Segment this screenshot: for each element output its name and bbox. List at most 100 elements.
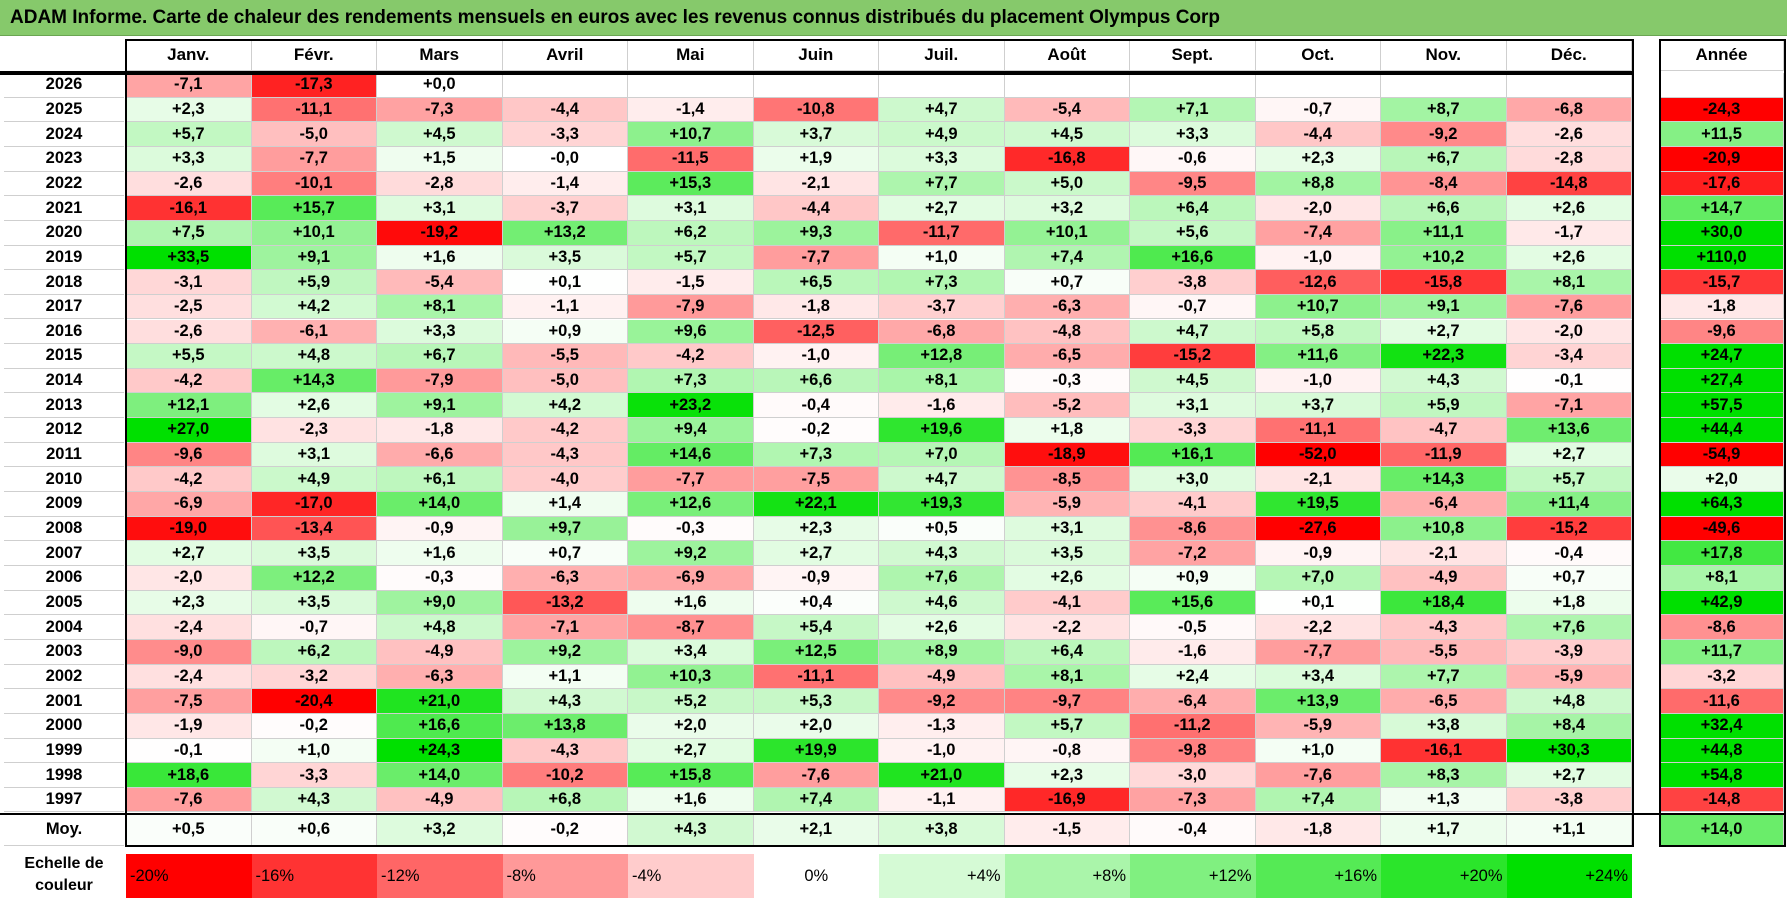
heatmap-cell: +3,1 xyxy=(251,442,377,468)
heatmap-cell: -7,7 xyxy=(753,245,879,271)
heatmap-cell: -7,2 xyxy=(1130,541,1256,566)
heatmap-cell: +1,4 xyxy=(502,492,628,517)
year-label: 2004 xyxy=(4,615,124,640)
year-label: 2017 xyxy=(4,294,124,320)
heatmap-cell: -0,2 xyxy=(753,418,879,443)
heatmap-cell: -5,5 xyxy=(502,344,628,369)
legend-swatch: -8% xyxy=(502,854,628,898)
heatmap-cell: -0,9 xyxy=(377,516,503,542)
legend-swatch: -16% xyxy=(251,854,377,898)
annual-cell: +14,7 xyxy=(1660,196,1784,221)
heatmap-cell: +3,1 xyxy=(377,196,503,221)
annual-cell: -20,9 xyxy=(1660,146,1784,172)
heatmap-cell: -2,1 xyxy=(1255,467,1381,493)
annual-cell: +8,1 xyxy=(1660,566,1784,591)
annual-cell xyxy=(1660,73,1784,98)
heatmap-cell: -2,0 xyxy=(1255,196,1381,221)
average-cell: -1,8 xyxy=(1255,814,1381,846)
heatmap-cell: -0,1 xyxy=(1506,368,1632,394)
year-label: 2021 xyxy=(4,196,124,221)
heatmap-cell: -7,5 xyxy=(753,467,879,493)
heatmap-cell: -3,0 xyxy=(1130,763,1256,788)
heatmap-cell: -13,4 xyxy=(251,516,377,542)
heatmap-cell: -9,5 xyxy=(1130,171,1256,197)
heatmap-cell: -1,0 xyxy=(879,738,1005,764)
heatmap-cell: +6,2 xyxy=(628,220,754,246)
annual-cell: +32,4 xyxy=(1660,713,1784,739)
heatmap-cell: +10,1 xyxy=(251,220,377,246)
heatmap-cell: -6,9 xyxy=(628,566,754,591)
heatmap-cell: -16,9 xyxy=(1004,787,1130,813)
heatmap-cell: -8,5 xyxy=(1004,467,1130,493)
heatmap-cell: -18,9 xyxy=(1004,442,1130,468)
year-label: 2026 xyxy=(4,73,124,98)
heatmap-cell: -0,7 xyxy=(1130,294,1256,320)
heatmap-cell: -4,2 xyxy=(628,344,754,369)
heatmap-cell: -2,4 xyxy=(126,615,252,640)
heatmap-cell: +4,2 xyxy=(251,294,377,320)
heatmap-cell: -0,3 xyxy=(1004,368,1130,394)
heatmap-cell: -11,7 xyxy=(879,220,1005,246)
heatmap-cell: -0,6 xyxy=(1130,146,1256,172)
heatmap-cell: -6,1 xyxy=(251,319,377,345)
heatmap-cell: +13,6 xyxy=(1506,418,1632,443)
heatmap-cell: +7,1 xyxy=(1130,97,1256,123)
legend-swatch: -12% xyxy=(377,854,503,898)
heatmap-cell: +13,9 xyxy=(1255,689,1381,714)
heatmap-cell: -9,6 xyxy=(126,442,252,468)
heatmap-cell: +3,4 xyxy=(628,639,754,665)
heatmap-cell: +33,5 xyxy=(126,245,252,271)
heatmap-cell: +6,5 xyxy=(753,270,879,295)
heatmap-cell: +9,3 xyxy=(753,220,879,246)
heatmap-cell: -12,5 xyxy=(753,319,879,345)
heatmap-cell: -27,6 xyxy=(1255,516,1381,542)
heatmap-cell: +4,3 xyxy=(879,541,1005,566)
heatmap-cell: -1,1 xyxy=(502,294,628,320)
year-label: 2025 xyxy=(4,97,124,123)
heatmap-cell: +9,1 xyxy=(251,245,377,271)
heatmap-cell: +8,1 xyxy=(377,294,503,320)
heatmap-cell: +11,1 xyxy=(1381,220,1507,246)
heatmap-cell: +15,7 xyxy=(251,196,377,221)
month-header: Nov. xyxy=(1381,40,1507,71)
heatmap-cell: -11,2 xyxy=(1130,713,1256,739)
year-label: 2019 xyxy=(4,245,124,271)
heatmap-cell: -6,8 xyxy=(879,319,1005,345)
heatmap-cell: +4,3 xyxy=(502,689,628,714)
heatmap-cell: +9,7 xyxy=(502,516,628,542)
year-label: 2011 xyxy=(4,442,124,468)
heatmap-cell: +7,5 xyxy=(126,220,252,246)
heatmap-cell: +9,4 xyxy=(628,418,754,443)
year-label: 2010 xyxy=(4,467,124,493)
heatmap-cell: +1,6 xyxy=(377,245,503,271)
heatmap-cell: +5,9 xyxy=(251,270,377,295)
heatmap-cell: -6,4 xyxy=(1130,689,1256,714)
heatmap-cell: -16,1 xyxy=(126,196,252,221)
heatmap-cell: +7,6 xyxy=(1506,615,1632,640)
heatmap-cell: +22,3 xyxy=(1381,344,1507,369)
heatmap-cell: +1,8 xyxy=(1004,418,1130,443)
heatmap-cell: -1,0 xyxy=(1255,368,1381,394)
heatmap-cell: +0,9 xyxy=(502,319,628,345)
heatmap-cell: -11,1 xyxy=(1255,418,1381,443)
heatmap-cell xyxy=(879,73,1005,98)
heatmap-cell: +10,7 xyxy=(628,122,754,147)
heatmap-cell: -4,9 xyxy=(377,787,503,813)
heatmap-cell: +6,2 xyxy=(251,639,377,665)
heatmap-cell: +15,3 xyxy=(628,171,754,197)
heatmap-cell: +11,6 xyxy=(1255,344,1381,369)
month-header: Oct. xyxy=(1255,40,1381,71)
heatmap-cell: +3,3 xyxy=(1130,122,1256,147)
annual-cell: +11,5 xyxy=(1660,122,1784,147)
heatmap-cell: +4,9 xyxy=(879,122,1005,147)
heatmap-cell: +3,3 xyxy=(377,319,503,345)
heatmap-cell: +5,5 xyxy=(126,344,252,369)
heatmap-cell: +9,1 xyxy=(377,393,503,419)
heatmap-cell: +3,5 xyxy=(251,541,377,566)
annual-cell: -49,6 xyxy=(1660,516,1784,542)
average-cell: +0,5 xyxy=(126,814,252,846)
heatmap-cell: +4,3 xyxy=(1381,368,1507,394)
heatmap-cell: -7,7 xyxy=(628,467,754,493)
heatmap-cell: -6,8 xyxy=(1506,97,1632,123)
